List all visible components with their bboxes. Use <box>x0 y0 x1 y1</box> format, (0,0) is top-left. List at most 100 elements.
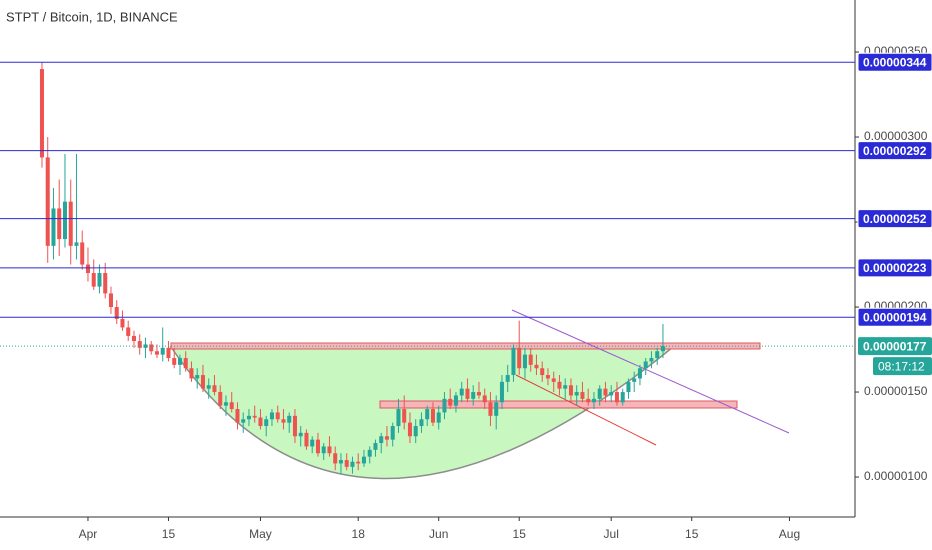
candle-body <box>591 398 596 403</box>
price-level-tag <box>857 52 932 72</box>
candle-body <box>195 375 200 379</box>
candle-body <box>223 402 228 406</box>
candle-body <box>649 358 654 362</box>
last-price-tag <box>858 337 932 356</box>
candle-body <box>39 69 44 158</box>
candle-body <box>310 439 315 447</box>
candle-body <box>522 354 527 369</box>
candle-body <box>154 351 159 355</box>
candle-body <box>304 432 309 447</box>
x-tick-label: Aug <box>779 527 800 541</box>
candle-body <box>292 415 297 437</box>
candle-body <box>476 392 481 396</box>
candle-body <box>137 341 142 348</box>
candle-body <box>126 327 131 336</box>
candle-body <box>103 273 108 294</box>
candle-body <box>74 242 79 246</box>
candle-body <box>338 460 343 464</box>
candle-body <box>321 446 326 454</box>
x-tick-label: 15 <box>513 527 527 541</box>
candle-body <box>367 449 372 457</box>
candle-body <box>333 453 338 464</box>
x-tick-label: 18 <box>352 527 366 541</box>
candle-body <box>206 385 211 389</box>
candle-body <box>258 417 263 427</box>
candle-body <box>361 456 366 464</box>
price-level-tag <box>857 307 932 327</box>
candle-body <box>183 358 188 369</box>
candle-body <box>120 318 125 328</box>
candle-body <box>534 364 539 369</box>
candle-body <box>131 335 136 342</box>
x-tick-label: May <box>249 527 272 541</box>
candle-body <box>264 419 269 427</box>
candle-body <box>436 412 441 423</box>
candle-body <box>551 378 556 382</box>
candle-body <box>488 402 493 416</box>
candle-body <box>465 388 470 399</box>
candle-body <box>632 378 637 382</box>
candle-body <box>149 344 154 352</box>
candle-body <box>62 201 67 240</box>
candle-body <box>614 392 619 403</box>
candle-body <box>603 388 608 396</box>
candle-body <box>413 426 418 437</box>
chart-title: STPT / Bitcoin, 1D, BINANCE <box>6 9 178 24</box>
candle-body <box>212 385 217 393</box>
candle-body <box>568 385 573 396</box>
price-level-label: 0.00000344 <box>863 55 927 69</box>
candle-body <box>269 412 274 420</box>
trend-line <box>515 374 657 446</box>
candle-body <box>143 344 148 348</box>
candle-body <box>626 381 631 393</box>
candle-body <box>660 346 665 352</box>
candle-body <box>91 273 96 287</box>
y-tick-label: 0.00000300 <box>864 129 928 143</box>
price-level-label: 0.00000223 <box>863 261 927 275</box>
candle-body <box>379 436 384 444</box>
candle-body <box>160 347 165 355</box>
countdown-label: 08:17:12 <box>878 359 925 373</box>
candle-body <box>471 392 476 399</box>
price-level-tag <box>857 141 932 161</box>
candle-body <box>373 443 378 450</box>
candle-body <box>327 446 332 454</box>
candle-body <box>287 415 292 423</box>
candle-body <box>218 392 223 406</box>
candle-body <box>425 409 430 420</box>
price-level-label: 0.00000252 <box>863 212 927 226</box>
x-tick-label: Jun <box>429 527 448 541</box>
candle-body <box>540 368 545 376</box>
candle-body <box>298 432 303 437</box>
candle-body <box>609 392 614 396</box>
candle-body <box>557 381 562 389</box>
candle-body <box>80 242 85 265</box>
candle-body <box>511 347 516 376</box>
candle-body <box>459 388 464 396</box>
candle-body <box>390 426 395 440</box>
candle-body <box>494 402 499 416</box>
candle-body <box>281 419 286 423</box>
candle-body <box>528 354 533 365</box>
candle-body <box>68 201 73 246</box>
candle-body <box>177 358 182 365</box>
candle-body <box>419 419 424 427</box>
candle-body <box>643 361 648 369</box>
price-level-label: 0.00000292 <box>863 144 927 158</box>
candle-body <box>252 415 257 418</box>
candle-body <box>586 398 591 403</box>
candle-body <box>442 398 447 413</box>
x-tick-label: Jul <box>604 527 619 541</box>
candle-body <box>344 460 349 467</box>
countdown-tag <box>873 357 932 376</box>
candle-body <box>580 392 585 399</box>
candle-body <box>114 307 119 319</box>
candle-body <box>430 409 435 423</box>
candle-body <box>499 381 504 403</box>
candle-body <box>563 385 568 389</box>
candle-body <box>482 395 487 403</box>
price-level-label: 0.00000194 <box>863 310 927 324</box>
candle-body <box>637 368 642 379</box>
candle-body <box>356 461 361 464</box>
